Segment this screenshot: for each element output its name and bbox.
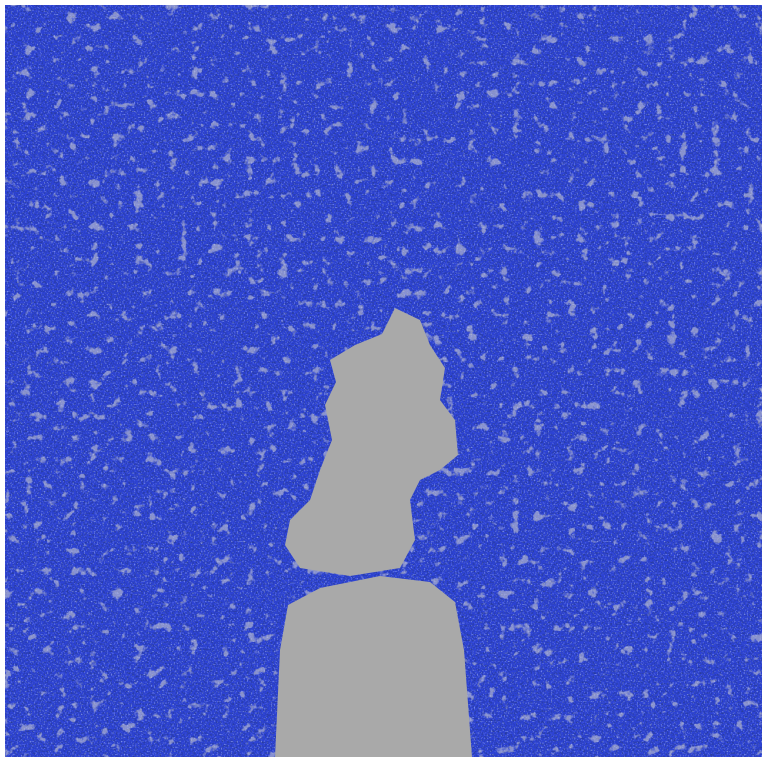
cavity-lower [275,576,472,757]
simulation-view [0,0,767,761]
particle-field [5,5,762,757]
